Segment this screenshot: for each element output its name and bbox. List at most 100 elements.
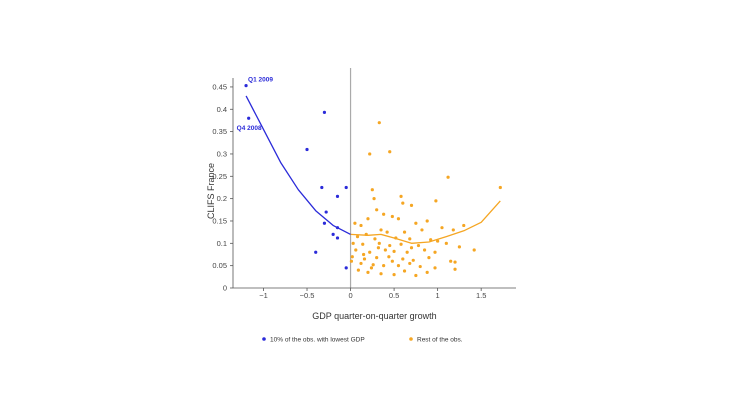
data-point-rest [414,273,418,278]
data-point-rest [414,221,418,225]
data-point-rest [396,217,401,221]
data-point-rest [425,219,429,223]
y-tick-label: 0.15 [212,216,227,225]
legend-marker-rest [409,337,413,341]
data-point-rest [409,203,414,207]
y-tick-label: 0.35 [212,127,227,136]
data-point-rest [436,239,440,243]
axes-layer [232,78,516,289]
data-point-rest [401,257,405,261]
x-tick-label: 1 [436,291,440,300]
x-tick-label: −0.5 [300,291,315,300]
data-point-low-gdp [314,250,318,254]
data-point-low-gdp [335,236,340,240]
annotation-label: Q1 2009 [248,77,273,84]
data-point-rest [453,267,457,271]
data-point-rest [359,261,363,266]
data-point-low-gdp [322,221,327,225]
data-point-rest [382,212,386,216]
data-point-rest [498,185,502,190]
data-point-rest [422,248,427,252]
data-point-rest [354,248,358,252]
data-point-rest [368,250,372,254]
data-point-rest [383,248,387,252]
data-point-rest [390,259,394,263]
data-point-rest [369,266,374,270]
data-point-rest [396,264,401,268]
data-point-low-gdp [335,194,340,199]
legend: 10% of the obs. with lowest GDP Rest of … [262,337,463,344]
data-point-rest [444,241,448,245]
y-tick-label: 0.05 [212,261,227,270]
data-point-rest [405,250,409,254]
legend-marker-low-gdp [262,337,266,341]
annotation-layer: Q1 2009 Q4 2008 [237,77,274,133]
trend-line-rest [350,200,501,244]
y-tick-label: 0.4 [217,105,227,114]
data-point-rest [402,230,407,234]
data-point-rest [372,197,376,201]
y-tick-label: 0.1 [217,239,227,248]
data-point-low-gdp [247,116,251,120]
data-point-rest [350,255,354,259]
y-tick-label: 0.3 [217,149,227,158]
data-point-low-gdp [324,210,328,214]
data-point-rest [409,246,414,250]
data-point-rest [362,257,367,261]
data-point-rest [377,241,381,245]
data-point-rest [434,199,438,203]
data-point-low-gdp [320,185,324,190]
data-point-rest [353,221,357,225]
data-point-rest [472,248,476,252]
points-layer [244,83,502,278]
data-point-rest [440,226,444,230]
data-point-low-gdp [344,266,348,270]
data-point-rest [420,228,424,232]
data-point-rest [446,175,450,179]
data-point-rest [451,228,455,232]
data-point-rest [388,150,392,154]
data-point-rest [366,217,370,221]
data-point-rest [425,270,429,274]
data-point-rest [375,256,379,260]
data-point-rest [359,223,363,228]
data-point-low-gdp [344,185,348,190]
data-point-rest [399,242,403,246]
x-axis-title: GDP quarter-on-quarter growth [312,311,436,321]
data-point-low-gdp [335,226,340,230]
x-tick-label: −1 [259,291,268,300]
data-point-rest [394,236,398,240]
data-point-rest [368,152,372,156]
data-point-rest [416,243,421,248]
data-point-rest [408,237,412,241]
data-point-rest [408,261,412,266]
data-point-rest [433,266,437,270]
data-point-rest [377,121,381,125]
data-point-rest [364,232,368,236]
x-tick-label: 0 [348,291,352,300]
y-tick-label: 0.2 [217,194,227,203]
data-point-rest [376,246,381,250]
data-point-rest [361,242,365,246]
data-point-rest [392,272,396,277]
data-point-rest [411,258,415,262]
data-point-rest [399,194,403,199]
data-point-rest [429,238,433,242]
data-point-rest [387,255,391,259]
data-point-rest [373,237,377,241]
legend-label-low-gdp: 10% of the obs. with lowest GDP [270,337,365,344]
data-point-rest [375,208,379,212]
data-point-rest [453,260,457,264]
data-point-rest [382,264,386,268]
data-point-rest [366,270,370,274]
data-point-low-gdp [322,110,327,115]
data-point-rest [390,214,394,219]
annotation-label: Q4 2008 [237,125,262,132]
x-tick-label: 0.5 [389,291,399,300]
data-point-rest [462,223,466,228]
data-point-rest [457,245,461,249]
data-point-rest [418,264,422,269]
tick-layer: −1 −0.5 0 0.5 1 1.5 0 0.05 0.1 0.15 0.2 0.25 0.3 0.35… [212,82,486,300]
